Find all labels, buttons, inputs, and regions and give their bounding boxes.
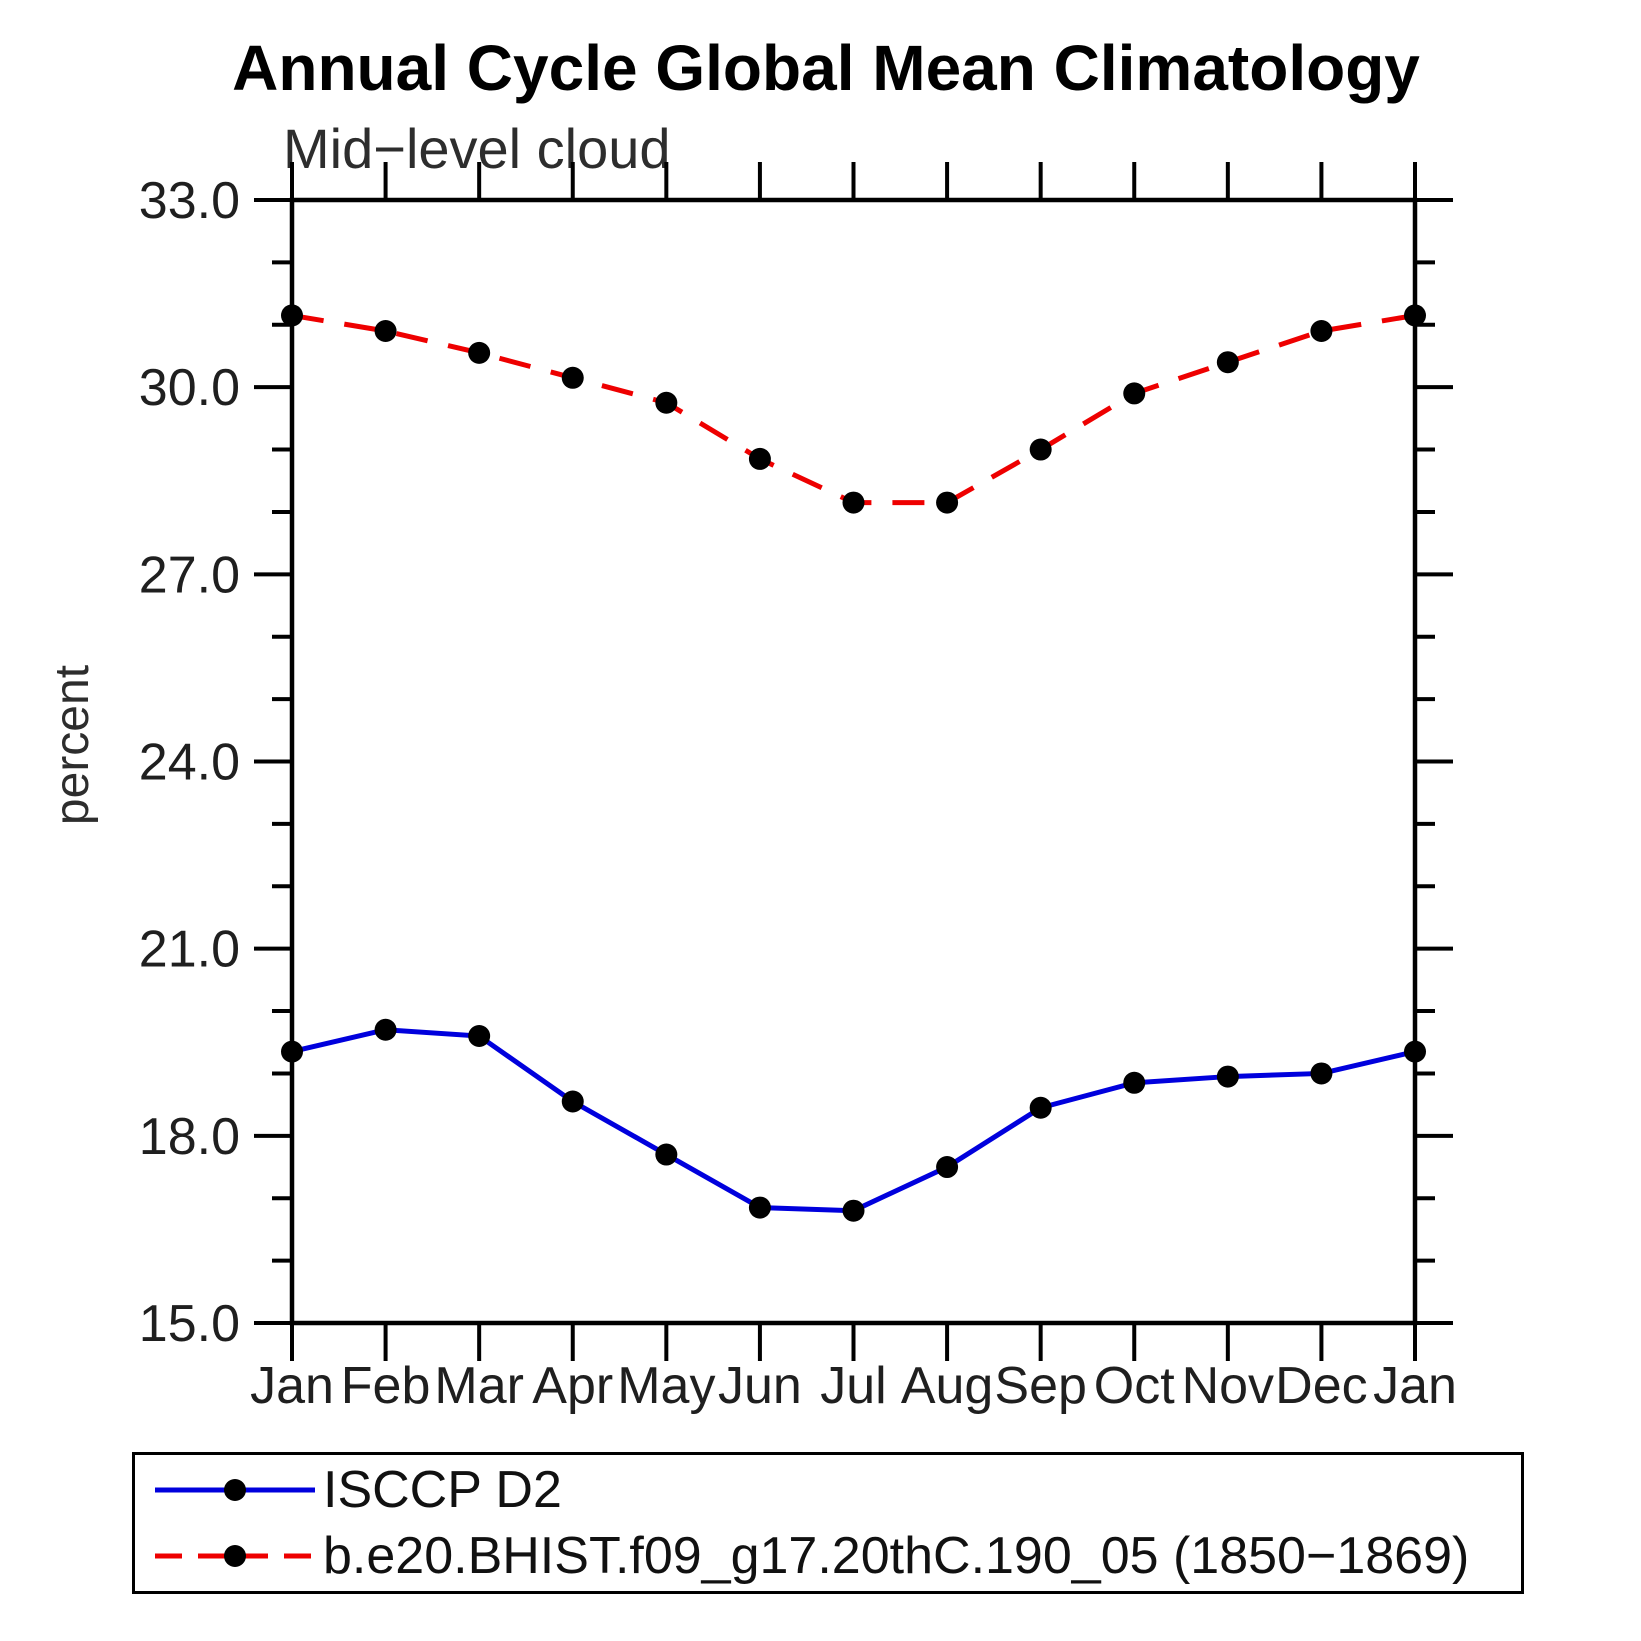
data-point-marker: [1310, 1062, 1333, 1085]
data-point-marker: [1404, 1040, 1426, 1063]
data-point-marker: [374, 320, 397, 343]
legend-line-sample-solid: [155, 1479, 315, 1501]
x-tick-label: Sep: [994, 1357, 1087, 1415]
data-point-marker: [655, 391, 678, 414]
data-point-marker: [1216, 1065, 1239, 1088]
y-tick-label: 33.0: [139, 172, 240, 230]
x-tick-label: Jan: [250, 1357, 334, 1415]
plot-series: [281, 304, 1426, 1222]
data-point-marker: [374, 1018, 397, 1041]
data-point-marker: [1029, 1096, 1052, 1119]
x-tick-label: Jun: [718, 1357, 802, 1415]
data-point-marker: [842, 491, 865, 514]
data-point-marker: [842, 1199, 865, 1222]
x-tick-label: Dec: [1275, 1357, 1367, 1415]
plot-frame: [289, 197, 1418, 1326]
x-tick-label: Oct: [1094, 1357, 1175, 1415]
data-point-marker: [1404, 304, 1426, 327]
chart-subtitle: Mid−level cloud: [283, 117, 671, 180]
legend-label-isccp: ISCCP D2: [323, 1461, 562, 1519]
x-tick-label: Apr: [532, 1357, 613, 1415]
legend-label-model: b.e20.BHIST.f09_g17.20thC.190_05 (1850−1…: [323, 1527, 1470, 1585]
data-point-marker: [748, 447, 771, 470]
data-point-marker: [1123, 1071, 1146, 1094]
y-axis-label: percent: [46, 665, 99, 825]
data-point-marker: [1123, 382, 1146, 405]
data-point-marker: [655, 1143, 678, 1166]
legend-marker-icon: [224, 1545, 246, 1567]
legend-line-sample-dashed: [155, 1545, 315, 1567]
legend-marker-icon: [224, 1479, 246, 1501]
x-tick-label: Jul: [820, 1357, 886, 1415]
data-point-marker: [936, 1156, 959, 1179]
data-point-marker: [281, 304, 303, 327]
x-tick-label: Feb: [341, 1357, 431, 1415]
data-point-marker: [561, 1090, 584, 1113]
data-point-marker: [468, 1025, 491, 1048]
x-tick-label: May: [617, 1357, 715, 1415]
chart-title: Annual Cycle Global Mean Climatology: [232, 32, 1420, 104]
legend: ISCCP D2 b.e20.BHIST.f09_g17.20thC.190_0…: [132, 1452, 1524, 1594]
data-point-marker: [1310, 320, 1333, 343]
x-tick-label: Jan: [1373, 1357, 1457, 1415]
series-line-0: [291, 1027, 1416, 1214]
data-point-marker: [936, 491, 959, 514]
y-tick-label: 18.0: [139, 1108, 240, 1166]
data-point-marker: [561, 366, 584, 389]
y-tick-label: 27.0: [139, 546, 240, 604]
y-tick-label: 30.0: [139, 359, 240, 417]
legend-row-model: b.e20.BHIST.f09_g17.20thC.190_05 (1850−1…: [145, 1527, 1521, 1585]
data-point-marker: [748, 1196, 771, 1219]
x-tick-label: Aug: [901, 1357, 994, 1415]
y-tick-label: 21.0: [139, 921, 240, 979]
data-point-marker: [281, 1040, 303, 1063]
y-tick-label: 24.0: [139, 734, 240, 792]
data-point-marker: [468, 341, 491, 364]
legend-row-isccp: ISCCP D2: [145, 1461, 1521, 1519]
x-tick-label: Nov: [1182, 1357, 1274, 1415]
x-tick-label: Mar: [434, 1357, 524, 1415]
data-point-marker: [1029, 438, 1052, 461]
y-tick-label: 15.0: [139, 1295, 240, 1353]
series-line-1: [291, 312, 1416, 506]
data-point-marker: [1216, 351, 1239, 374]
